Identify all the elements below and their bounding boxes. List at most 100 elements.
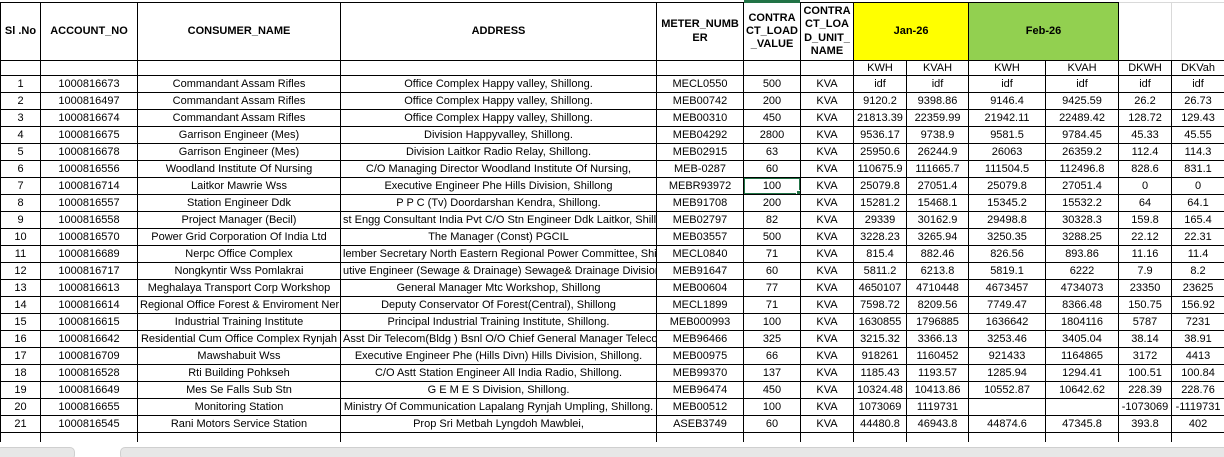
cell-jan-kwh[interactable]: idf	[853, 75, 907, 93]
cell-sl-no[interactable]: 8	[0, 194, 41, 212]
cell-account-no[interactable]: 1000816497	[40, 92, 138, 110]
cell-contract-load-unit[interactable]: KVA	[800, 313, 854, 331]
bottom-scrollbar-left-segment[interactable]	[0, 447, 75, 457]
header-empty-dkwh[interactable]	[1118, 2, 1173, 61]
cell-meter-number[interactable]: MEB-0287	[656, 160, 744, 178]
cell-sl-no[interactable]: 18	[0, 364, 41, 382]
subheader-jan-kwh[interactable]: KWH	[853, 60, 907, 76]
cell-contract-load-unit[interactable]: KVA	[800, 160, 854, 178]
cell-jan-kvah[interactable]: 27051.4	[905, 177, 970, 195]
cell-sl-no[interactable]: 20	[0, 398, 41, 416]
cell-jan-kvah[interactable]: 15468.1	[905, 194, 970, 212]
cell-feb-kvah[interactable]: 6222	[1045, 262, 1120, 280]
cell-contract-load-value[interactable]: 200	[743, 194, 801, 212]
cell-jan-kwh[interactable]: 815.4	[853, 245, 907, 263]
cell-address[interactable]: Executive Engineer Phe Hills Division, S…	[340, 177, 657, 195]
cell-dkvah[interactable]: 11.4	[1171, 245, 1224, 263]
header-meter-number[interactable]: METER_NUMBER	[656, 2, 744, 61]
cell-sl-no[interactable]: 11	[0, 245, 41, 263]
cell-contract-load-value[interactable]: 82	[743, 211, 801, 229]
cell-feb-kvah[interactable]: 3405.04	[1045, 330, 1120, 348]
cell-jan-kvah[interactable]: 3366.13	[905, 330, 970, 348]
cell-dkwh[interactable]: idf	[1118, 75, 1173, 93]
cell-account-no[interactable]: 1000816689	[40, 245, 138, 263]
cell-empty[interactable]	[656, 432, 744, 442]
cell-sl-no[interactable]: 16	[0, 330, 41, 348]
cell-consumer-name[interactable]: Industrial Training Institute	[137, 313, 341, 331]
header-account-no[interactable]: ACCOUNT_NO	[40, 2, 138, 61]
header-jan-26[interactable]: Jan-26	[852, 2, 970, 61]
cell-address[interactable]: Office Complex Happy valley, Shillong.	[340, 92, 657, 110]
cell-feb-kwh[interactable]: 921433	[968, 347, 1047, 365]
cell-meter-number[interactable]: MEB00512	[656, 398, 744, 416]
cell-feb-kwh[interactable]: idf	[968, 75, 1047, 93]
cell-sl-no[interactable]: 6	[0, 160, 41, 178]
cell-contract-load-value[interactable]: 77	[743, 279, 801, 297]
cell-contract-load-unit[interactable]: KVA	[800, 75, 854, 93]
cell-dkwh[interactable]: 0	[1118, 177, 1173, 195]
cell-dkvah[interactable]: 100.84	[1171, 364, 1224, 382]
header-sl-no[interactable]: Sl .No	[0, 2, 41, 61]
selected-cell[interactable]: 100	[743, 177, 801, 195]
cell-jan-kwh[interactable]: 918261	[853, 347, 907, 365]
cell-consumer-name[interactable]: Rani Motors Service Station	[137, 415, 341, 433]
cell-jan-kvah[interactable]: 4710448	[905, 279, 970, 297]
cell-account-no[interactable]: 1000816642	[40, 330, 138, 348]
cell-feb-kwh[interactable]: 3250.35	[968, 228, 1047, 246]
cell-jan-kwh[interactable]: 25950.6	[853, 143, 907, 161]
cell-jan-kvah[interactable]: 1193.57	[905, 364, 970, 382]
cell-address[interactable]: utive Engineer (Sewage & Drainage) Sewag…	[340, 262, 657, 280]
cell-contract-load-unit[interactable]: KVA	[800, 279, 854, 297]
cell-jan-kvah[interactable]: idf	[905, 75, 970, 93]
cell-consumer-name[interactable]: Nongkyntir Wss Pomlakrai	[137, 262, 341, 280]
cell-account-no[interactable]: 1000816649	[40, 381, 138, 399]
cell-meter-number[interactable]: MEB99370	[656, 364, 744, 382]
cell-address[interactable]: C/O Managing Director Woodland Institute…	[340, 160, 657, 178]
cell-jan-kvah[interactable]: 6213.8	[905, 262, 970, 280]
cell-address[interactable]: G E M E S Division, Shillong.	[340, 381, 657, 399]
subheader-blank[interactable]	[0, 60, 41, 76]
cell-feb-kvah[interactable]: 47345.8	[1045, 415, 1120, 433]
cell-dkwh[interactable]: -1073069	[1118, 398, 1173, 416]
cell-dkvah[interactable]: 8.2	[1171, 262, 1224, 280]
cell-empty[interactable]	[0, 432, 41, 442]
cell-dkvah[interactable]: 0	[1171, 177, 1224, 195]
cell-consumer-name[interactable]: Regional Office Forest & Enviroment Ner	[137, 296, 341, 314]
subheader-dkvah[interactable]: DKVah	[1171, 60, 1224, 76]
cell-meter-number[interactable]: MECL0550	[656, 75, 744, 93]
cell-consumer-name[interactable]: Commandant Assam Rifles	[137, 75, 341, 93]
cell-jan-kwh[interactable]: 1630855	[853, 313, 907, 331]
cell-dkvah[interactable]: idf	[1171, 75, 1224, 93]
cell-sl-no[interactable]: 5	[0, 143, 41, 161]
cell-feb-kwh[interactable]: 29498.8	[968, 211, 1047, 229]
cell-empty[interactable]	[743, 432, 801, 442]
cell-feb-kwh[interactable]: 3253.46	[968, 330, 1047, 348]
cell-consumer-name[interactable]: Project Manager (Becil)	[137, 211, 341, 229]
cell-empty[interactable]	[968, 432, 1047, 442]
cell-contract-load-value[interactable]: 500	[743, 228, 801, 246]
cell-meter-number[interactable]: MEB03557	[656, 228, 744, 246]
cell-jan-kwh[interactable]: 1073069	[853, 398, 907, 416]
cell-jan-kwh[interactable]: 4650107	[853, 279, 907, 297]
cell-account-no[interactable]: 1000816570	[40, 228, 138, 246]
cell-feb-kvah[interactable]: 8366.48	[1045, 296, 1120, 314]
cell-account-no[interactable]: 1000816678	[40, 143, 138, 161]
cell-address[interactable]: Division Laitkor Radio Relay, Shillong.	[340, 143, 657, 161]
cell-consumer-name[interactable]: Mes Se Falls Sub Stn	[137, 381, 341, 399]
cell-account-no[interactable]: 1000816614	[40, 296, 138, 314]
cell-contract-load-value[interactable]: 100	[743, 398, 801, 416]
cell-dkvah[interactable]: 228.76	[1171, 381, 1224, 399]
cell-contract-load-unit[interactable]: KVA	[800, 347, 854, 365]
cell-feb-kwh[interactable]: 25079.8	[968, 177, 1047, 195]
cell-consumer-name[interactable]: Mawshabuit Wss	[137, 347, 341, 365]
cell-dkwh[interactable]: 11.16	[1118, 245, 1173, 263]
cell-feb-kvah[interactable]: 112496.8	[1045, 160, 1120, 178]
cell-address[interactable]: lember Secretary North Eastern Regional …	[340, 245, 657, 263]
header-contract-load-unit-name[interactable]: CONTRACT_LOAD_UNIT_NAME	[800, 2, 854, 61]
cell-feb-kwh[interactable]	[968, 398, 1047, 416]
cell-feb-kvah[interactable]: 4734073	[1045, 279, 1120, 297]
cell-feb-kwh[interactable]: 26063	[968, 143, 1047, 161]
cell-sl-no[interactable]: 12	[0, 262, 41, 280]
cell-jan-kwh[interactable]: 10324.48	[853, 381, 907, 399]
cell-feb-kwh[interactable]: 9581.5	[968, 126, 1047, 144]
